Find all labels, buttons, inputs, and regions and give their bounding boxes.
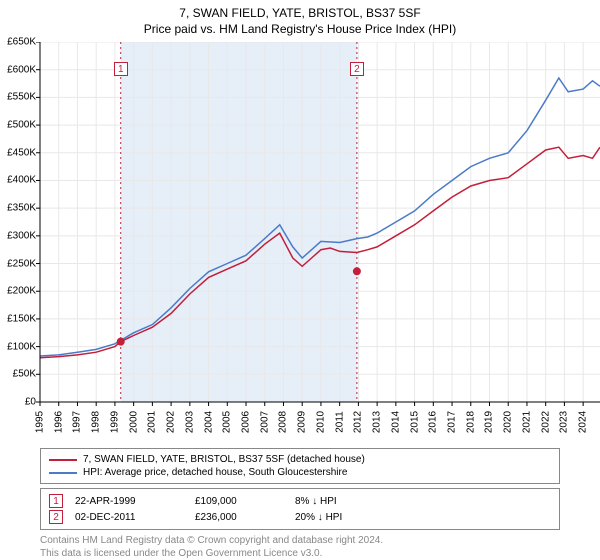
x-tick-label: 2023 [559, 411, 570, 433]
x-tick-label: 2021 [521, 411, 532, 433]
sales-table: 1 22-APR-1999£109,0008% ↓ HPI 2 02-DEC-2011… [40, 488, 560, 530]
y-tick-label: £250K [7, 258, 36, 269]
x-axis-labels: 1995199619971998199920002001200220032004… [40, 402, 600, 442]
x-tick-label: 2019 [484, 411, 495, 433]
x-tick-label: 1998 [91, 411, 102, 433]
y-tick-label: £450K [7, 147, 36, 158]
x-tick-label: 2014 [390, 411, 401, 433]
y-tick-label: £100K [7, 341, 36, 352]
sale-row-marker: 1 [49, 494, 63, 508]
x-tick-label: 2020 [503, 411, 514, 433]
x-tick-label: 2001 [147, 411, 158, 433]
x-tick-label: 2011 [334, 411, 345, 433]
sale-diff: 20% ↓ HPI [295, 512, 342, 523]
y-tick-label: £400K [7, 175, 36, 186]
legend-swatch [49, 472, 77, 474]
chart-container: 7, SWAN FIELD, YATE, BRISTOL, BS37 5SF P… [0, 0, 600, 560]
chart-title-address: 7, SWAN FIELD, YATE, BRISTOL, BS37 5SF [0, 0, 600, 20]
y-tick-label: £150K [7, 313, 36, 324]
footnote: Contains HM Land Registry data © Crown c… [40, 534, 560, 560]
x-tick-label: 2003 [184, 411, 195, 433]
chart-svg [35, 42, 600, 407]
y-tick-label: £350K [7, 203, 36, 214]
x-tick-label: 2006 [241, 411, 252, 433]
plot-area: £0£50K£100K£150K£200K£250K£300K£350K£400… [40, 42, 600, 402]
footnote-line: Contains HM Land Registry data © Crown c… [40, 534, 560, 547]
x-tick-label: 1999 [109, 411, 120, 433]
x-tick-label: 2005 [222, 411, 233, 433]
x-tick-label: 2004 [203, 411, 214, 433]
sale-marker-label: 1 [114, 62, 128, 76]
y-tick-label: £300K [7, 230, 36, 241]
legend-item: HPI: Average price, detached house, Sout… [49, 466, 551, 479]
x-tick-label: 2012 [353, 411, 364, 433]
sale-row-marker: 2 [49, 510, 63, 524]
sale-marker-label: 2 [350, 62, 364, 76]
x-tick-label: 2016 [428, 411, 439, 433]
legend-item: 7, SWAN FIELD, YATE, BRISTOL, BS37 5SF (… [49, 453, 551, 466]
x-tick-label: 2017 [447, 411, 458, 433]
sale-diff: 8% ↓ HPI [295, 496, 337, 507]
x-tick-label: 2024 [578, 411, 589, 433]
sale-price: £109,000 [195, 496, 295, 507]
x-tick-label: 2022 [540, 411, 551, 433]
legend-swatch [49, 459, 77, 461]
sale-price: £236,000 [195, 512, 295, 523]
footnote-line: This data is licensed under the Open Gov… [40, 547, 560, 560]
x-tick-label: 2007 [259, 411, 270, 433]
x-tick-label: 1997 [72, 411, 83, 433]
x-tick-label: 1996 [53, 411, 64, 433]
sale-date: 02-DEC-2011 [75, 512, 195, 523]
x-tick-label: 2009 [297, 411, 308, 433]
x-tick-label: 2002 [166, 411, 177, 433]
x-tick-label: 2000 [128, 411, 139, 433]
y-axis-labels: £0£50K£100K£150K£200K£250K£300K£350K£400… [0, 42, 38, 402]
x-tick-label: 2008 [278, 411, 289, 433]
y-tick-label: £550K [7, 92, 36, 103]
y-tick-label: £500K [7, 120, 36, 131]
x-tick-label: 2013 [372, 411, 383, 433]
y-tick-label: £200K [7, 286, 36, 297]
x-tick-label: 2018 [465, 411, 476, 433]
sale-row: 2 02-DEC-2011£236,00020% ↓ HPI [49, 509, 551, 525]
x-tick-label: 2010 [315, 411, 326, 433]
chart-title-sub: Price paid vs. HM Land Registry's House … [0, 20, 600, 42]
legend-text: 7, SWAN FIELD, YATE, BRISTOL, BS37 5SF (… [83, 454, 365, 465]
x-tick-label: 2015 [409, 411, 420, 433]
x-tick-label: 1995 [35, 411, 46, 433]
sale-row: 1 22-APR-1999£109,0008% ↓ HPI [49, 493, 551, 509]
legend-text: HPI: Average price, detached house, Sout… [83, 467, 347, 478]
y-tick-label: £600K [7, 64, 36, 75]
legend: 7, SWAN FIELD, YATE, BRISTOL, BS37 5SF (… [40, 448, 560, 484]
y-tick-label: £650K [7, 37, 36, 48]
sale-date: 22-APR-1999 [75, 496, 195, 507]
y-tick-label: £50K [13, 369, 36, 380]
